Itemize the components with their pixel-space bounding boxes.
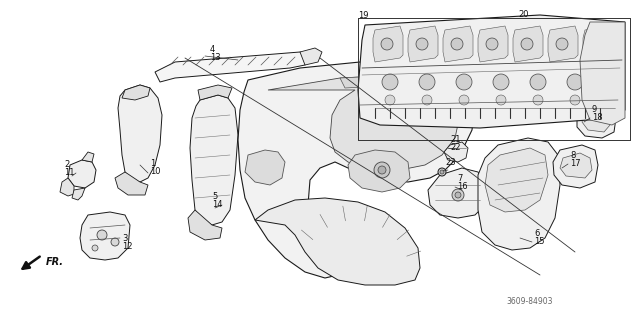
Polygon shape <box>408 26 438 62</box>
Circle shape <box>556 38 568 50</box>
Text: 23: 23 <box>445 158 456 167</box>
Text: 17: 17 <box>570 159 580 168</box>
Polygon shape <box>478 26 508 62</box>
Circle shape <box>455 192 461 198</box>
Polygon shape <box>373 26 403 62</box>
Circle shape <box>456 74 472 90</box>
Polygon shape <box>155 52 310 82</box>
Polygon shape <box>60 178 74 196</box>
Circle shape <box>591 38 603 50</box>
Polygon shape <box>548 26 578 62</box>
Circle shape <box>422 95 432 105</box>
Polygon shape <box>478 138 560 250</box>
Text: 15: 15 <box>534 237 545 246</box>
Circle shape <box>570 95 580 105</box>
Polygon shape <box>443 26 473 62</box>
Text: 5: 5 <box>212 192 217 201</box>
Polygon shape <box>513 26 543 62</box>
Polygon shape <box>358 15 625 128</box>
Polygon shape <box>444 142 468 162</box>
Circle shape <box>381 38 393 50</box>
Circle shape <box>92 245 98 251</box>
Circle shape <box>530 74 546 90</box>
Circle shape <box>385 95 395 105</box>
Circle shape <box>374 162 390 178</box>
Polygon shape <box>340 75 435 90</box>
Polygon shape <box>428 168 485 218</box>
Circle shape <box>438 168 446 176</box>
Polygon shape <box>80 212 130 260</box>
Text: 22: 22 <box>450 143 461 152</box>
Text: FR.: FR. <box>46 257 64 267</box>
Text: 7: 7 <box>457 174 462 183</box>
Polygon shape <box>190 95 238 225</box>
Polygon shape <box>553 145 598 188</box>
Circle shape <box>486 38 498 50</box>
Circle shape <box>496 95 506 105</box>
Text: 2: 2 <box>64 160 69 169</box>
Text: 14: 14 <box>212 200 223 209</box>
Circle shape <box>567 74 583 90</box>
Text: 13: 13 <box>210 53 221 62</box>
Polygon shape <box>118 85 162 182</box>
Polygon shape <box>188 210 222 240</box>
Text: 9: 9 <box>592 105 597 114</box>
Polygon shape <box>82 152 94 162</box>
Circle shape <box>459 95 469 105</box>
Polygon shape <box>122 85 150 100</box>
Circle shape <box>452 189 464 201</box>
Text: 12: 12 <box>122 242 132 251</box>
Polygon shape <box>68 160 96 188</box>
Polygon shape <box>577 105 616 138</box>
Polygon shape <box>560 153 592 178</box>
Polygon shape <box>115 172 148 195</box>
Text: 16: 16 <box>457 182 468 191</box>
Circle shape <box>97 230 107 240</box>
Text: 21: 21 <box>450 135 461 144</box>
Circle shape <box>111 238 119 246</box>
Polygon shape <box>348 150 410 192</box>
Text: 3: 3 <box>122 234 127 243</box>
Polygon shape <box>300 48 322 65</box>
Circle shape <box>419 74 435 90</box>
Text: 19: 19 <box>358 11 369 20</box>
Polygon shape <box>485 148 548 212</box>
Circle shape <box>416 38 428 50</box>
Text: 10: 10 <box>150 167 161 176</box>
Polygon shape <box>72 188 85 200</box>
Polygon shape <box>245 150 285 185</box>
Polygon shape <box>582 111 610 132</box>
Circle shape <box>493 74 509 90</box>
Polygon shape <box>238 62 475 278</box>
Circle shape <box>440 170 444 174</box>
Polygon shape <box>198 85 232 100</box>
Circle shape <box>451 38 463 50</box>
Text: 8: 8 <box>570 151 575 160</box>
Text: 3609-84903: 3609-84903 <box>507 298 553 307</box>
Text: 6: 6 <box>534 229 540 238</box>
Polygon shape <box>268 75 460 170</box>
Circle shape <box>378 166 386 174</box>
Polygon shape <box>255 198 420 285</box>
Polygon shape <box>583 26 613 62</box>
Circle shape <box>382 74 398 90</box>
Circle shape <box>521 38 533 50</box>
Text: 1: 1 <box>150 159 156 168</box>
Circle shape <box>533 95 543 105</box>
Text: 20: 20 <box>518 10 529 19</box>
Text: 11: 11 <box>64 168 74 177</box>
Text: 18: 18 <box>592 113 603 122</box>
Text: 4: 4 <box>210 45 215 54</box>
Polygon shape <box>580 22 625 125</box>
